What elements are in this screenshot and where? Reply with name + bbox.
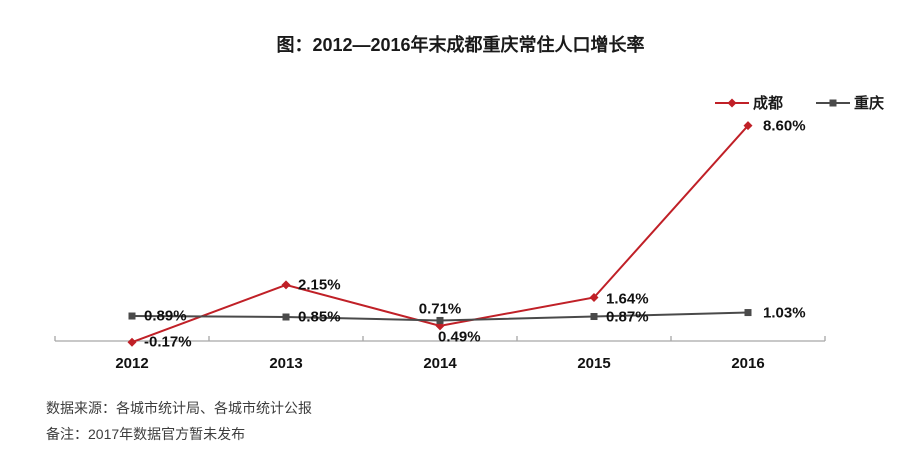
legend-item-chongqing: 重庆 (815, 92, 884, 113)
marker-chengdu-2013 (281, 280, 291, 290)
marker-chongqing-2012 (128, 312, 136, 320)
data-label-chengdu-2013: 2.15% (298, 276, 341, 294)
x-axis-label-2016: 2016 (731, 355, 765, 372)
remark-note: 备注：2017年数据官方暂未发布 (46, 426, 246, 442)
chart-legend: 成都 重庆 (714, 92, 884, 113)
legend-label-chengdu: 成都 (753, 95, 784, 112)
data-label-chongqing-2012: 0.89% (144, 307, 187, 325)
marker-chengdu-2016 (743, 121, 753, 131)
data-label-chongqing-2013: 0.85% (298, 308, 341, 326)
marker-chongqing-2013 (282, 313, 290, 321)
legend-label-chongqing: 重庆 (854, 95, 885, 112)
data-source-note: 数据来源：各城市统计局、各城市统计公报 (46, 400, 312, 416)
marker-chengdu-2012 (127, 337, 137, 347)
legend-swatch-chongqing-icon (816, 99, 851, 106)
marker-chongqing-2015 (590, 313, 598, 321)
data-label-chengdu-2015: 1.64% (606, 290, 649, 308)
x-axis-label-2012: 2012 (115, 355, 149, 372)
data-label-chengdu-2014: 0.49% (438, 328, 481, 346)
marker-chengdu-2015 (589, 292, 599, 302)
data-label-chengdu-2012: -0.17% (144, 333, 192, 351)
data-label-chongqing-2016: 1.03% (763, 304, 806, 322)
legend-swatch-chengdu-icon (715, 98, 749, 107)
x-axis-label-2014: 2014 (423, 355, 457, 372)
data-label-chengdu-2016: 8.60% (763, 117, 806, 135)
data-label-chongqing-2014: 0.71% (418, 300, 462, 318)
chart-title: 图：2012—2016年末成都重庆常住人口增长率 (276, 35, 645, 55)
marker-chongqing-2014 (436, 316, 444, 324)
x-axis (54, 336, 826, 342)
marker-chongqing-2016 (744, 309, 752, 317)
x-axis-label-2013: 2013 (269, 355, 303, 372)
x-axis-label-2015: 2015 (577, 355, 611, 372)
chart-footer: 数据来源：各城市统计局、各城市统计公报 备注：2017年数据官方暂未发布 (46, 395, 312, 447)
legend-item-chengdu: 成都 (714, 92, 783, 113)
data-label-chongqing-2015: 0.87% (606, 308, 649, 325)
